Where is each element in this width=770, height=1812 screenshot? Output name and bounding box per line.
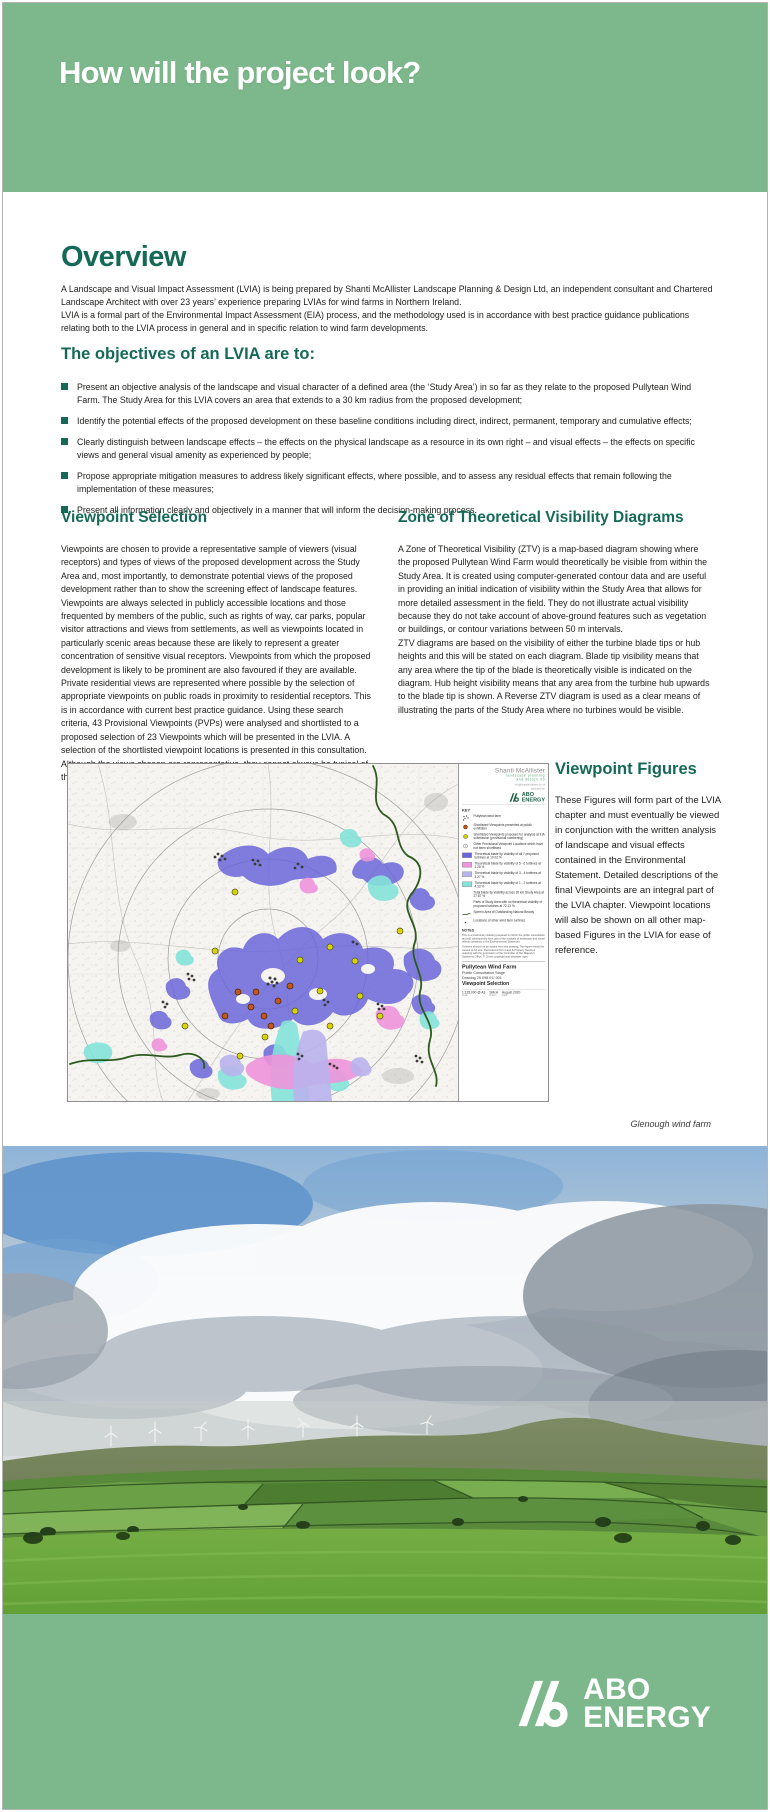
date-cell: August 2020 Date	[502, 991, 521, 998]
ztv-lavender-swatch	[462, 871, 472, 879]
drawn-cell: SMcA Drawn	[489, 991, 499, 998]
aonb-line-icon	[462, 910, 471, 917]
list-item: Propose appropriate mitigation measures …	[61, 470, 716, 496]
produced-for-label: produced for	[530, 787, 545, 791]
header-band: How will the project look?	[3, 3, 767, 192]
map-legend-panel: Shanti McAllister landscape planning and…	[458, 764, 548, 1101]
map-title-block: Pullytean Wind Farm Public Consultation …	[462, 961, 545, 997]
consultant-contact: info@shantimcallister.co.uk	[514, 783, 545, 787]
consultant-name: Shanti McAllister	[494, 766, 545, 775]
ztv-cyan-swatch	[462, 881, 472, 888]
paragraph: ZTV diagrams are based on the visibility…	[398, 637, 710, 715]
blank-symbol	[462, 901, 471, 908]
legend-item: Locations of other wind farm turbines	[462, 919, 545, 926]
legend-item: Shortlisted Viewpoints proposed for anal…	[462, 833, 545, 840]
white-dot-icon	[462, 843, 471, 850]
orange-dot-icon	[462, 823, 471, 830]
abo-energy-glyph-icon	[518, 1681, 568, 1728]
abo-energy-wordmark: ABO ENERGY	[583, 1673, 711, 1734]
ztv-blue-swatch	[462, 852, 472, 859]
key-label: KEY	[462, 808, 471, 813]
viewpoint-figures-text: These Figures will form part of the LVIA…	[555, 795, 721, 956]
footer-band: ABO ENERGY	[3, 1614, 767, 1809]
client-logo-text: ABO ENERGY	[521, 791, 545, 803]
legend-item: Shortlisted Viewpoints presented at publ…	[462, 823, 545, 831]
yellow-dot-icon	[462, 833, 471, 840]
title-block-meta: 1:135,000 @ A3 Scale SMcA Drawn August 2…	[462, 989, 545, 997]
objective-text: Present an objective analysis of the lan…	[77, 382, 692, 405]
legend-item: Theoretical blade tip visibility of 5 - …	[462, 862, 545, 869]
ztv-text: A Zone of Theoretical Visibility (ZTV) i…	[398, 543, 712, 717]
legend-item: Theoretical blade tip visibility of 1 - …	[462, 881, 545, 889]
paragraph: Viewpoints are always selected in public…	[61, 597, 371, 675]
ztv-heading: Zone of Theoretical Visibility Diagrams	[398, 509, 684, 526]
note-paragraph: This is a preliminary drawing prepared t…	[462, 934, 545, 944]
legend-item: Total blade tip visibility across 30 km …	[462, 891, 545, 898]
list-item: Present an objective analysis of the lan…	[61, 381, 716, 407]
viewpoint-figures-heading: Viewpoint Figures	[555, 760, 697, 778]
objective-text: Present all information clearly and obje…	[77, 505, 477, 515]
objectives-heading: The objectives of an LVIA are to:	[61, 345, 315, 363]
overview-paragraph: A Landscape and Visual Impact Assessment…	[61, 284, 713, 307]
list-item: Present all information clearly and obje…	[61, 504, 716, 517]
ztv-pink-swatch	[462, 862, 472, 869]
consultant-tagline: landscape planning and design ltd	[506, 774, 545, 782]
bullet-square-icon	[61, 438, 68, 445]
list-item: Clearly distinguish between landscape ef…	[61, 436, 716, 462]
bullet-square-icon	[61, 383, 68, 390]
viewpoint-selection-text: Viewpoints are chosen to provide a repre…	[61, 543, 373, 784]
notes-heading: NOTES	[462, 929, 475, 933]
sheet-title: Viewpoint Selection	[462, 981, 510, 987]
legend-item: Pullytean wind farm	[462, 815, 545, 822]
objectives-list: Present an objective analysis of the lan…	[61, 381, 716, 525]
note-paragraph: Turbines should not be scaled from this …	[462, 945, 545, 959]
legend-item: Theoretical blade tip visibility of 3 - …	[462, 871, 545, 879]
wind-farm-photo-image	[3, 1146, 767, 1614]
overview-heading: Overview	[61, 241, 186, 273]
small-dot-icon	[462, 919, 471, 926]
objective-text: Clearly distinguish between landscape ef…	[77, 437, 695, 460]
legend-item: Theoretical blade tip visibility of all …	[462, 852, 545, 860]
viewpoint-selection-heading: Viewpoint Selection	[61, 509, 208, 526]
abo-energy-logo: ABO ENERGY	[515, 1673, 711, 1734]
overview-paragraph: LVIA is a formal part of the Environment…	[61, 310, 690, 333]
legend-item: Parts of Study Area with no theoretical …	[462, 901, 545, 908]
ztv-map-image	[68, 764, 459, 1101]
bullet-square-icon	[61, 417, 68, 424]
objective-text: Propose appropriate mitigation measures …	[77, 471, 672, 494]
overview-text: A Landscape and Visual Impact Assessment…	[61, 283, 713, 335]
bullet-square-icon	[61, 472, 68, 479]
wind-farm-cluster-icon	[462, 815, 471, 822]
photo-caption: Glenough wind farm	[630, 1119, 711, 1129]
paragraph: Viewpoints are chosen to provide a repre…	[61, 544, 360, 595]
drawing-number: Drawing 25 098 01/ 001	[462, 975, 502, 981]
objective-text: Identify the potential effects of the pr…	[77, 416, 692, 426]
ztv-map-figure: Shanti McAllister landscape planning and…	[67, 763, 549, 1102]
blank-symbol	[462, 891, 471, 898]
scale-cell: 1:135,000 @ A3 Scale	[462, 991, 486, 998]
client-logo: ABO ENERGY	[462, 791, 545, 803]
project-stage: Public Consultation Stage	[462, 970, 505, 976]
paragraph: Private residential views are represente…	[61, 678, 371, 756]
map-brand-block: Shanti McAllister landscape planning and…	[462, 767, 545, 806]
legend-item: Other Provisional Viewpoint Locations wh…	[462, 843, 545, 850]
bullet-square-icon	[61, 506, 68, 513]
list-item: Identify the potential effects of the pr…	[61, 415, 716, 428]
abo-energy-glyph-icon	[509, 793, 519, 802]
project-name: Pullytean Wind Farm	[462, 964, 517, 971]
landscape-photo	[3, 1146, 767, 1614]
paragraph: A Zone of Theoretical Visibility (ZTV) i…	[398, 544, 708, 635]
legend-item: Sperrin Area of Outstanding Natural Beau…	[462, 910, 545, 917]
page-title: How will the project look?	[59, 55, 421, 90]
